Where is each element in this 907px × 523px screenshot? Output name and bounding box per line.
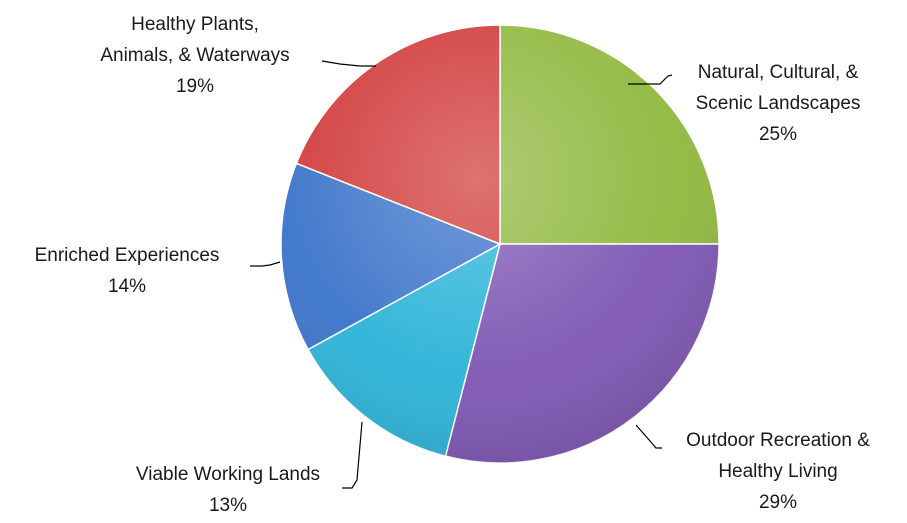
slice-percent-label: 14% (108, 276, 146, 297)
slice-percent-label: 25% (759, 124, 797, 145)
slice-percent-label: 13% (209, 495, 247, 516)
pie-slice (499, 24, 720, 245)
slice-labels: Natural, Cultural, & Scenic Landscapes 25%… (35, 14, 871, 516)
leader-line (635, 424, 662, 449)
leader-line (321, 60, 376, 67)
slice-percent-label: 19% (176, 76, 214, 97)
leader-line (250, 261, 281, 267)
leader-line (342, 421, 363, 489)
slice-category-label: Outdoor Recreation & (686, 430, 870, 451)
pie-slices (280, 24, 720, 464)
slice-category-label: Natural, Cultural, & (698, 62, 859, 83)
slice-category-label: Healthy Living (718, 461, 837, 482)
slice-category-label: Animals, & Waterways (100, 45, 289, 66)
slice-category-label: Scenic Landscapes (696, 93, 861, 114)
slice-percent-label: 29% (759, 492, 797, 513)
slice-category-label: Enriched Experiences (35, 245, 220, 266)
slice-category-label: Viable Working Lands (136, 464, 320, 485)
leader-lines (250, 60, 673, 489)
leader-line (628, 74, 673, 85)
slice-category-label: Healthy Plants, (131, 14, 259, 35)
